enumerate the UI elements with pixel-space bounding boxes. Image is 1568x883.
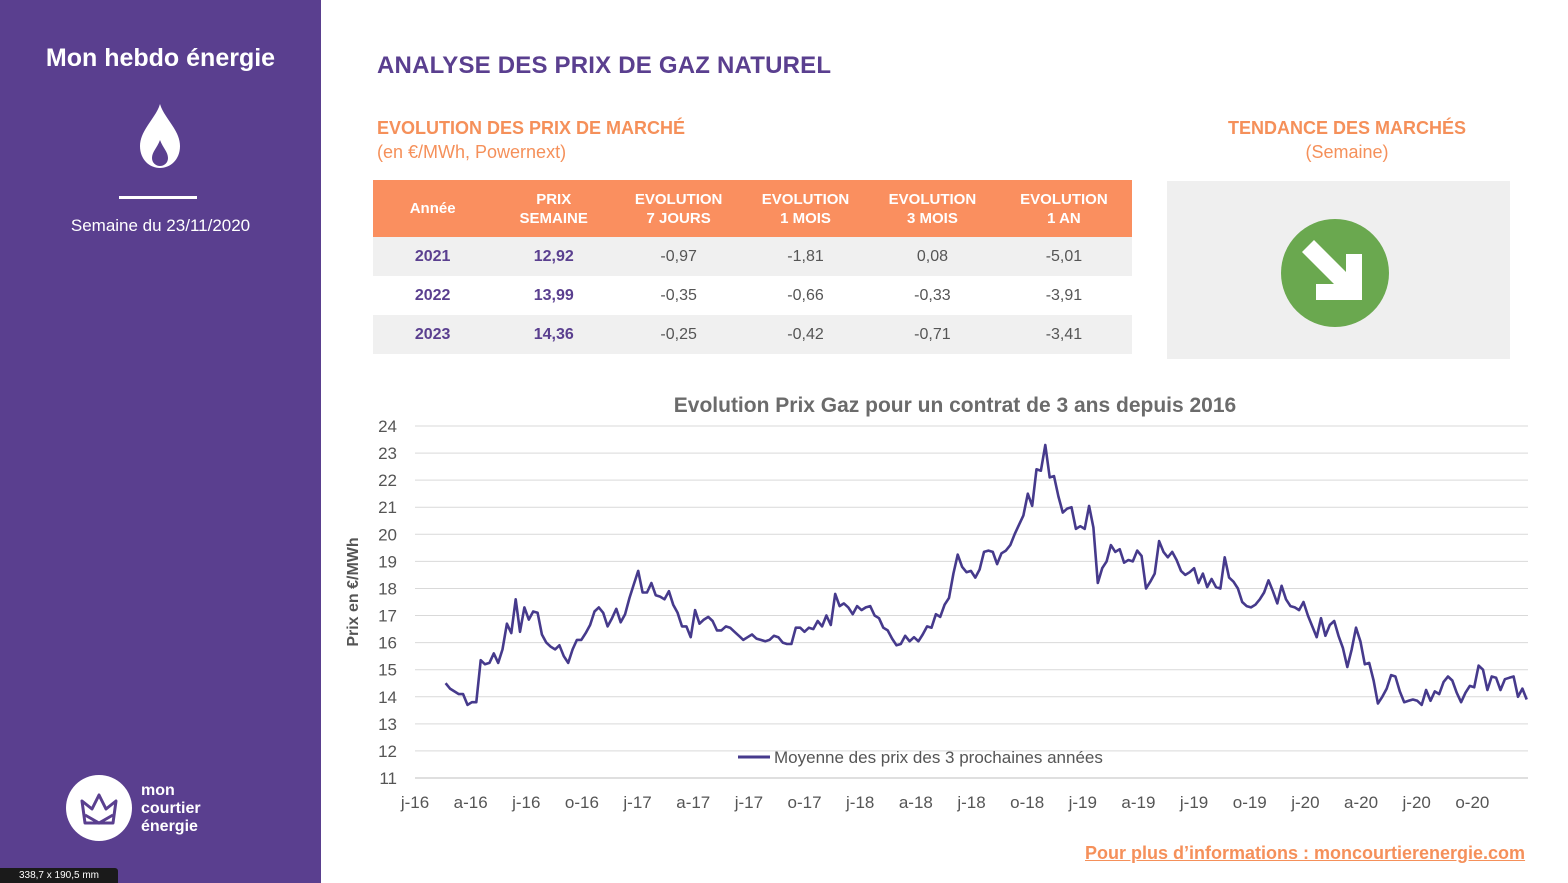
logo-line-3: énergie	[141, 818, 198, 835]
year-cell: 2021	[373, 237, 493, 276]
price-chart: Evolution Prix Gaz pour un contrat de 3 …	[345, 394, 1528, 812]
evol-1m-cell: -1,81	[742, 237, 869, 276]
series-line	[444, 443, 1528, 707]
y-axis: 11 12 13 14 15 16 17 18 19 20 21 22 23 24	[378, 417, 397, 788]
trend-panel	[1167, 181, 1510, 359]
market-unit: (en €/MWh, Powernext)	[377, 142, 567, 162]
x-tick-label: j-16	[400, 793, 429, 812]
y-tick-label: 15	[378, 661, 397, 680]
x-tick-label: o-17	[788, 793, 822, 812]
flame-icon	[140, 104, 180, 168]
table-row: 2022 13,99 -0,35 -0,66 -0,33 -3,91	[373, 276, 1132, 315]
price-table: Année PRIX SEMAINE EVOLUTION 7 JOURS EVOLU…	[373, 180, 1132, 354]
x-tick-label: j-19	[1068, 793, 1097, 812]
y-tick-label: 23	[378, 444, 397, 463]
x-tick-label: a-20	[1344, 793, 1378, 812]
evol-1a-cell: -3,41	[995, 315, 1132, 354]
evol-1m-cell: -0,42	[742, 315, 869, 354]
y-tick-label: 22	[378, 471, 397, 490]
header-1an: EVOLUTION 1 AN	[995, 180, 1132, 237]
x-tick-label: j-17	[622, 793, 651, 812]
logo-mark	[66, 775, 132, 841]
y-tick-label: 16	[378, 634, 397, 653]
table-row: 2021 12,92 -0,97 -1,81 0,08 -5,01	[373, 237, 1132, 276]
logo-line-2: courtier	[141, 800, 201, 817]
trend-unit: (Semaine)	[1305, 142, 1389, 162]
chart-grid	[415, 425, 1528, 779]
evol-1m-cell: -0,66	[742, 276, 869, 315]
x-tick-label: j-18	[845, 793, 874, 812]
x-tick-label: o-19	[1233, 793, 1267, 812]
x-tick-label: a-18	[899, 793, 933, 812]
price-cell: 14,36	[492, 315, 616, 354]
evol-7j-cell: -0,35	[615, 276, 743, 315]
page-title: ANALYSE DES PRIX DE GAZ NATUREL	[377, 52, 832, 79]
logo-text: mon courtier énergie	[141, 782, 201, 836]
evol-1a-cell: -3,91	[995, 276, 1132, 315]
trend-title: TENDANCE DES MARCHÉS	[1227, 118, 1467, 138]
chart-series	[444, 443, 1528, 707]
year-cell: 2022	[373, 276, 493, 315]
table-row: 2023 14,36 -0,25 -0,42 -0,71 -3,41	[373, 315, 1132, 354]
website-link[interactable]: Pour plus d’informations : moncourtieren…	[1085, 843, 1526, 863]
x-tick-label: j-18	[956, 793, 985, 812]
x-tick-label: a-16	[454, 793, 488, 812]
chart-title: Evolution Prix Gaz pour un contrat de 3 …	[674, 394, 1236, 417]
y-tick-label: 21	[378, 498, 397, 517]
x-tick-label: j-20	[1402, 793, 1431, 812]
price-cell: 13,99	[492, 276, 616, 315]
logo-line-1: mon	[141, 782, 175, 799]
y-tick-label: 13	[378, 715, 397, 734]
legend-label: Moyenne des prix des 3 prochaines années	[774, 748, 1103, 767]
x-tick-label: o-20	[1455, 793, 1489, 812]
header-3mois: EVOLUTION 3 MOIS	[868, 180, 996, 237]
y-tick-label: 18	[378, 579, 397, 598]
y-tick-label: 19	[378, 552, 397, 571]
chart-legend: Moyenne des prix des 3 prochaines années	[738, 748, 1103, 767]
price-cell: 12,92	[492, 237, 616, 276]
x-tick-label: o-16	[565, 793, 599, 812]
evol-3m-cell: -0,33	[868, 276, 996, 315]
arrow-down-right-icon	[1281, 219, 1389, 327]
x-axis: j-16 a-16 j-16 o-16 j-17 a-17 j-17 o-17 j-18 a-18…	[400, 793, 1490, 812]
y-tick-label: 24	[378, 417, 397, 436]
x-tick-label: j-19	[1179, 793, 1208, 812]
header-prix: PRIX SEMAINE	[492, 180, 616, 237]
x-tick-label: j-17	[734, 793, 763, 812]
sidebar-title: Mon hebdo énergie	[45, 44, 276, 72]
y-tick-label: 17	[378, 607, 397, 626]
dimension-tag: 338,7 x 190,5 mm	[0, 868, 118, 883]
y-tick-label: 20	[378, 525, 397, 544]
evol-7j-cell: -0,25	[615, 315, 743, 354]
x-tick-label: a-17	[676, 793, 710, 812]
sidebar: Mon hebdo énergie Semaine du 23/11/2020 …	[0, 0, 321, 883]
chart-ylabel: Prix en €/MWh	[345, 537, 362, 646]
year-cell: 2023	[373, 315, 493, 354]
evol-7j-cell: -0,97	[615, 237, 743, 276]
evol-3m-cell: -0,71	[868, 315, 996, 354]
week-label: Semaine du 23/11/2020	[70, 216, 251, 235]
header-1mois: EVOLUTION 1 MOIS	[742, 180, 869, 237]
y-tick-label: 14	[378, 688, 397, 707]
x-tick-label: j-20	[1290, 793, 1319, 812]
table-header-row: Année PRIX SEMAINE EVOLUTION 7 JOURS EVOLU…	[373, 180, 1132, 237]
evol-3m-cell: 0,08	[868, 237, 996, 276]
y-tick-label: 11	[379, 769, 397, 788]
x-tick-label: a-19	[1121, 793, 1155, 812]
header-annee: Année	[373, 180, 493, 237]
x-tick-label: j-16	[511, 793, 540, 812]
y-tick-label: 12	[378, 742, 397, 761]
evol-1a-cell: -5,01	[995, 237, 1132, 276]
header-7jours: EVOLUTION 7 JOURS	[615, 180, 743, 237]
market-subtitle: EVOLUTION DES PRIX DE MARCHÉ	[377, 118, 686, 138]
x-tick-label: o-18	[1010, 793, 1044, 812]
crown-icon	[80, 793, 118, 825]
sidebar-divider	[119, 196, 197, 199]
